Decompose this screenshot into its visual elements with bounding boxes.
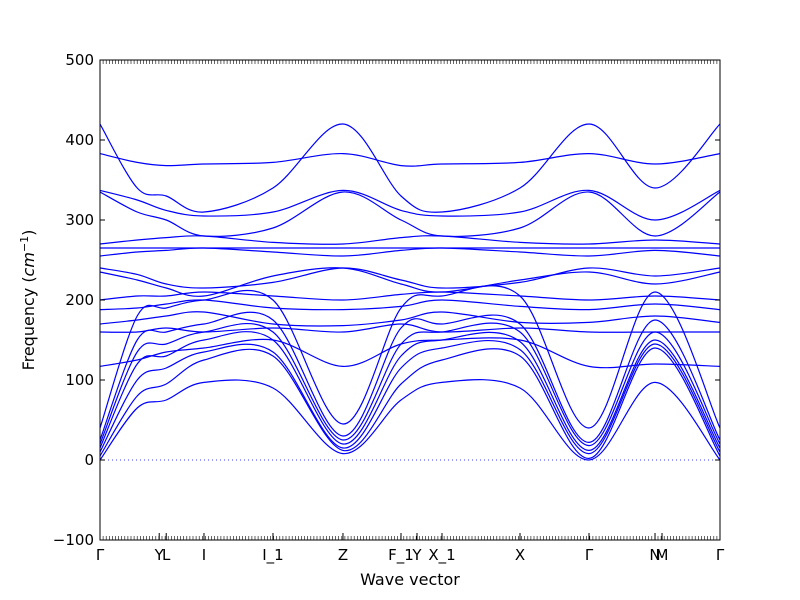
y-tick-label: 500 bbox=[65, 51, 94, 69]
band-line-3 bbox=[99, 339, 721, 455]
band-line-2 bbox=[99, 347, 721, 460]
x-tick-label: Γ bbox=[716, 546, 725, 564]
y-axis-title-unit-exponent: −1 bbox=[18, 236, 31, 252]
band-line-17 bbox=[99, 235, 721, 245]
plot-area bbox=[99, 123, 721, 461]
band-line-13 bbox=[99, 267, 721, 297]
y-axis-title: Frequency (cm−1) bbox=[18, 230, 39, 371]
band-line-8 bbox=[99, 337, 721, 369]
x-tick-label: Z bbox=[338, 546, 348, 564]
x-tick-label: Γ bbox=[585, 546, 594, 564]
x-tick-label: M bbox=[656, 546, 669, 564]
x-tick-label: Y bbox=[154, 546, 165, 564]
band-line-5 bbox=[99, 322, 721, 447]
x-tick-label: Y bbox=[411, 546, 422, 564]
band-line-18 bbox=[99, 191, 721, 237]
x-tick-label: N bbox=[649, 546, 660, 564]
band-line-7 bbox=[99, 285, 721, 429]
y-tick-label: 0 bbox=[84, 451, 94, 469]
y-tick-label: 300 bbox=[65, 211, 94, 229]
x-tick-label: F_1 bbox=[388, 546, 414, 565]
band-line-1 bbox=[99, 379, 721, 461]
x-tick-label: X bbox=[515, 546, 525, 564]
x-axis-title: Wave vector bbox=[360, 570, 460, 589]
y-tick-label: −100 bbox=[53, 531, 94, 549]
band-line-19 bbox=[99, 189, 721, 221]
band-line-9 bbox=[99, 323, 720, 333]
x-tick-label: X_1 bbox=[428, 546, 455, 565]
band-line-10 bbox=[99, 311, 721, 327]
band-line-14 bbox=[99, 267, 721, 289]
x-tick-label: L bbox=[162, 546, 171, 564]
x-tick-label: I bbox=[202, 546, 206, 564]
x-tick-label: Γ bbox=[96, 546, 105, 564]
y-axis-title-unit: cm bbox=[19, 252, 38, 276]
y-tick-label: 400 bbox=[65, 131, 94, 149]
y-axis-title-label: Frequency bbox=[19, 288, 38, 371]
band-line-11 bbox=[99, 299, 721, 311]
band-line-20 bbox=[99, 152, 721, 167]
y-tick-label: 200 bbox=[65, 291, 94, 309]
y-tick-label: 100 bbox=[65, 371, 94, 389]
band-line-21 bbox=[99, 123, 721, 213]
x-tick-label: I_1 bbox=[262, 546, 283, 565]
band-line-15 bbox=[99, 247, 721, 257]
band-line-4 bbox=[99, 331, 721, 452]
band-line-12 bbox=[99, 291, 721, 301]
